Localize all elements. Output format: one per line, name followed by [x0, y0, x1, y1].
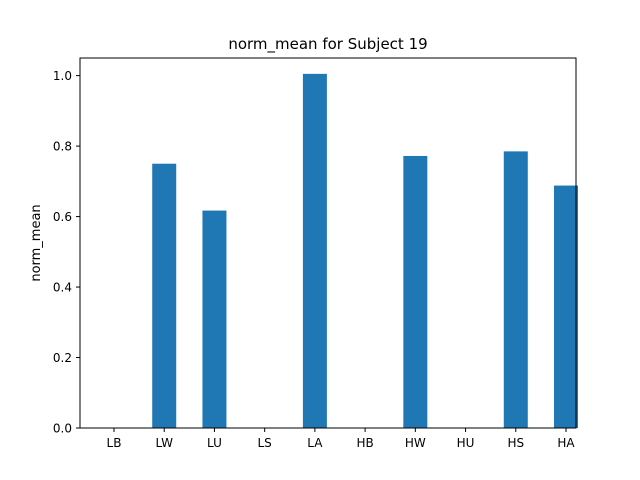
plot-frame — [79, 57, 577, 429]
x-tick-label: HA — [557, 436, 575, 450]
y-tick-label: 0.4 — [53, 281, 72, 295]
bar-hw — [403, 155, 428, 428]
x-tick-label: LA — [307, 436, 323, 450]
x-tick-label: LB — [107, 436, 122, 450]
bar-lw — [152, 163, 177, 428]
y-tick-label: 0.2 — [53, 351, 72, 365]
y-tick-label: 0.6 — [53, 210, 72, 224]
bar-ha — [554, 185, 578, 428]
bar-la — [302, 73, 327, 428]
x-tick-label: HU — [457, 436, 475, 450]
y-ticks-group: 0.0 0.2 0.4 0.6 0.8 1.0 — [53, 69, 80, 436]
x-tick-label: LS — [258, 436, 272, 450]
x-ticks-group: LB LW LU LS LA HB HW HU HS HA — [107, 428, 575, 450]
y-tick-label: 1.0 — [53, 69, 72, 83]
x-tick-label: HS — [507, 436, 524, 450]
x-tick-label: HB — [356, 436, 373, 450]
x-tick-label: LW — [155, 436, 173, 450]
bar-lu — [202, 210, 227, 428]
y-axis-label: norm_mean — [29, 204, 44, 281]
y-tick-label: 0.0 — [53, 422, 72, 436]
x-tick-label: HW — [405, 436, 426, 450]
y-tick-label: 0.8 — [53, 140, 72, 154]
chart-title: norm_mean for Subject 19 — [228, 35, 427, 54]
bar-hs — [503, 151, 528, 428]
bars-group — [152, 73, 578, 428]
x-tick-label: LU — [207, 436, 222, 450]
